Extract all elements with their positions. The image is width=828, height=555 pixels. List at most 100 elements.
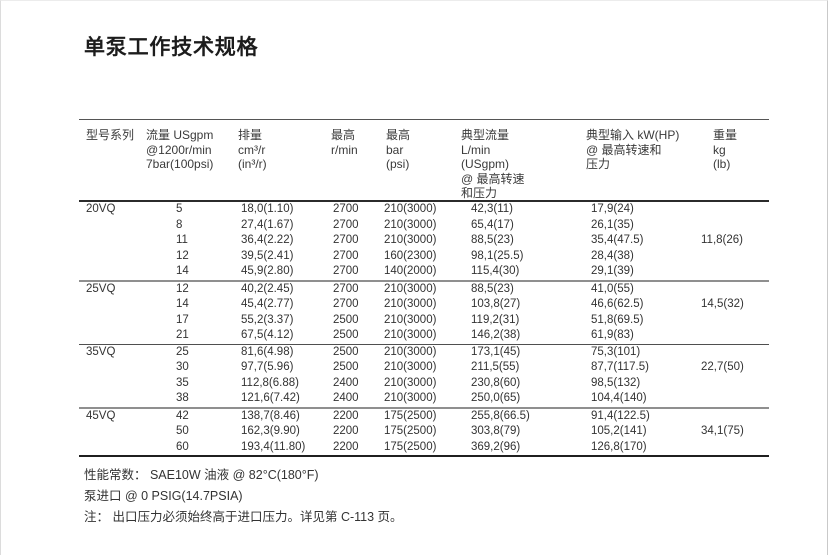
table-cell: 126,8(170) [591, 440, 647, 453]
weight-value: 14,5(32) [701, 298, 744, 310]
table-cell: 51,8(69.5) [591, 313, 644, 326]
section-45vq: 45VQ 42 138,7(8.46) 2200 175(2500) 255,8(66.5… [79, 406, 769, 456]
table-cell: 105,2(141) [591, 425, 647, 437]
table-cell: 175(2500) [384, 409, 437, 422]
table-cell: 36,4(2.22) [241, 234, 294, 246]
header-line: @1200r/min [146, 142, 212, 157]
table-cell: 97,7(5.96) [241, 361, 294, 373]
table-cell: 35 [176, 376, 189, 389]
table-cell: 42,3(11) [471, 203, 513, 215]
table-cell: 140(2000) [384, 265, 437, 277]
table-cell: 2200 [333, 440, 359, 453]
footer-note: 注： 出口压力必须始终高于进口压力。详见第 C-113 页。 [84, 510, 403, 524]
table-cell: 160(2300) [384, 249, 437, 262]
table-cell: 11 [176, 234, 188, 246]
table-cell: 61,9(83) [591, 329, 634, 341]
header-flow: 流量 USgpm @1200r/min 7bar(100psi) [146, 128, 236, 201]
table-cell: 2500 [333, 313, 359, 326]
table-cell: 28,4(38) [591, 249, 634, 262]
table-cell: 104,4(140) [591, 392, 647, 404]
header-line: 和压力 [461, 186, 498, 200]
header-line: @ 最高转速和 [586, 142, 662, 157]
header-line: (psi) [386, 157, 410, 171]
header-line: @ 最高转速 [461, 171, 525, 186]
table-cell: 210(3000) [384, 218, 437, 231]
table-cell: 17 [176, 313, 189, 326]
series-label: 45VQ [86, 409, 116, 422]
section-20vq: 20VQ 5 18,0(1.10) 2700 210(3000) 42,3(11) 17,9… [79, 202, 769, 280]
table-cell: 173,1(45) [471, 345, 521, 358]
header-line: 最高 [331, 128, 356, 142]
header-typical-flow: 典型流量 L/min (USgpm) @ 最高转速 和压力 [456, 128, 586, 201]
table-cell: 75,3(101) [591, 345, 641, 358]
table-cell: 146,2(38) [471, 329, 521, 341]
series-label: 20VQ [86, 203, 116, 215]
table-cell: 26,1(35) [591, 218, 634, 231]
table-cell: 210(3000) [384, 361, 437, 373]
weight-value: 22,7(50) [701, 361, 744, 373]
table-cell: 369,2(96) [471, 440, 521, 453]
table-cell: 175(2500) [384, 440, 437, 453]
table-cell: 46,6(62.5) [591, 298, 644, 310]
table-cell: 2500 [333, 361, 359, 373]
table-cell: 115,4(30) [471, 265, 520, 277]
header-line: 7bar(100psi) [146, 157, 214, 171]
header-line: kg [713, 142, 726, 157]
header-typical-input: 典型输入 kW(HP) @ 最高转速和 压力 [586, 128, 701, 201]
footer-note: 性能常数： SAE10W 油液 @ 82°C(180°F) [84, 468, 319, 482]
section-35vq: 35VQ 25 81,6(4.98) 2500 210(3000) 173,1(45) 75… [79, 343, 769, 407]
table-header: 型号系列 流量 USgpm @1200r/min 7bar(100psi) 排量 cm³/… [79, 120, 769, 202]
header-displacement: 排量 cm³/r (in³/r) [236, 128, 331, 201]
table-cell: 14 [176, 298, 189, 310]
spec-table: 型号系列 流量 USgpm @1200r/min 7bar(100psi) 排量 cm³/… [79, 119, 769, 457]
table-cell: 45,9(2.80) [241, 265, 294, 277]
page-title: 单泵工作技术规格 [84, 36, 259, 59]
table-cell: 2700 [333, 298, 359, 310]
table-body: 20VQ 5 18,0(1.10) 2700 210(3000) 42,3(11) 17,9… [79, 202, 769, 457]
table-cell: 60 [176, 440, 189, 453]
table-cell: 2700 [333, 249, 359, 262]
header-line: 典型流量 [461, 128, 510, 142]
table-cell: 98,5(132) [591, 376, 641, 389]
table-cell: 18,0(1.10) [241, 203, 294, 215]
table-cell: 303,8(79) [471, 425, 521, 437]
table-cell: 2500 [333, 329, 359, 341]
table-cell: 210(3000) [384, 345, 437, 358]
table-cell: 67,5(4.12) [241, 329, 294, 341]
table-cell: 2700 [333, 265, 359, 277]
table-cell: 211,5(55) [471, 361, 520, 373]
table-cell: 91,4(122.5) [591, 409, 650, 422]
table-cell: 42 [176, 409, 189, 422]
table-cell: 25 [176, 345, 189, 358]
table-cell: 2200 [333, 425, 359, 437]
header-line: 型号系列 [86, 128, 135, 142]
table-cell: 2500 [333, 345, 359, 358]
table-cell: 38 [176, 392, 189, 404]
table-cell: 88,5(23) [471, 282, 514, 295]
section-25vq: 25VQ 12 40,2(2.45) 2700 210(3000) 88,5(23) 41,… [79, 279, 769, 344]
table-cell: 45,4(2.77) [241, 298, 294, 310]
table-cell: 175(2500) [384, 425, 437, 437]
table-cell: 2400 [333, 392, 359, 404]
header-line: (lb) [713, 157, 731, 171]
table-cell: 2700 [333, 218, 359, 231]
header-line: r/min [331, 142, 358, 157]
table-cell: 50 [176, 425, 189, 437]
header-series: 型号系列 [79, 128, 146, 201]
table-cell: 87,7(117.5) [591, 361, 649, 373]
header-weight: 重量 kg (lb) [701, 128, 769, 201]
header-line: 流量 USgpm [146, 128, 214, 142]
table-cell: 29,1(39) [591, 265, 634, 277]
table-cell: 21 [176, 329, 189, 341]
table-cell: 35,4(47.5) [591, 234, 644, 246]
table-cell: 2400 [333, 376, 359, 389]
table-cell: 210(3000) [384, 234, 437, 246]
table-cell: 230,8(60) [471, 376, 521, 389]
header-line: bar [386, 142, 404, 157]
header-line: (in³/r) [238, 157, 267, 171]
table-cell: 81,6(4.98) [241, 345, 294, 358]
table-cell: 210(3000) [384, 313, 437, 326]
table-cell: 162,3(9.90) [241, 425, 300, 437]
series-label: 25VQ [86, 282, 116, 295]
table-cell: 103,8(27) [471, 298, 521, 310]
